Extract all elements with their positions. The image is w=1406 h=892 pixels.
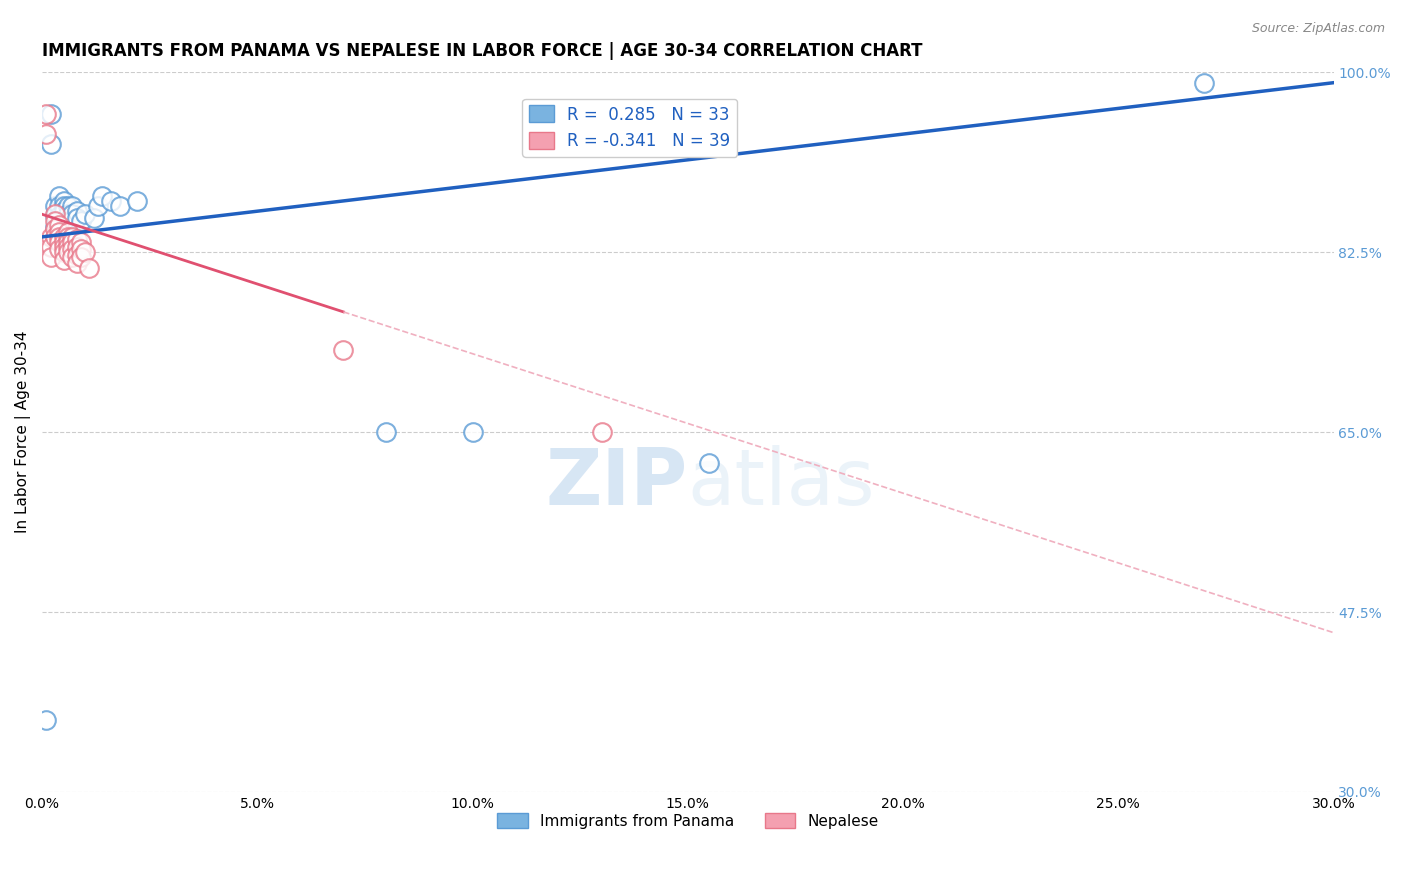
- Point: [48, 199, 70, 213]
- Point: [39, 106, 62, 120]
- Point: [65, 248, 87, 262]
- Point: [52, 235, 75, 249]
- Point: [44, 214, 66, 228]
- Point: [125, 194, 148, 208]
- Point: [52, 214, 75, 228]
- Point: [60, 251, 83, 265]
- Point: [83, 211, 105, 226]
- Point: [60, 230, 83, 244]
- Point: [44, 219, 66, 234]
- Point: [52, 252, 75, 267]
- Point: [48, 235, 70, 249]
- Point: [48, 188, 70, 202]
- Point: [70, 242, 93, 256]
- Point: [48, 225, 70, 239]
- Point: [39, 230, 62, 244]
- Text: ZIP: ZIP: [546, 444, 688, 521]
- Point: [56, 199, 79, 213]
- Point: [39, 137, 62, 152]
- Point: [52, 240, 75, 254]
- Point: [56, 245, 79, 260]
- Point: [65, 232, 87, 246]
- Point: [60, 235, 83, 249]
- Point: [35, 127, 58, 141]
- Point: [48, 242, 70, 256]
- Point: [56, 214, 79, 228]
- Point: [60, 199, 83, 213]
- Point: [56, 207, 79, 221]
- Point: [65, 240, 87, 254]
- Point: [65, 204, 87, 219]
- Text: Source: ZipAtlas.com: Source: ZipAtlas.com: [1251, 22, 1385, 36]
- Point: [60, 207, 83, 221]
- Point: [48, 218, 70, 232]
- Text: atlas: atlas: [688, 444, 876, 521]
- Point: [44, 207, 66, 221]
- Point: [44, 199, 66, 213]
- Point: [48, 230, 70, 244]
- Point: [65, 211, 87, 226]
- Point: [52, 194, 75, 208]
- Point: [60, 242, 83, 256]
- Point: [35, 106, 58, 120]
- Point: [75, 245, 97, 260]
- Point: [108, 199, 131, 213]
- Legend: Immigrants from Panama, Nepalese: Immigrants from Panama, Nepalese: [491, 806, 884, 835]
- Point: [52, 204, 75, 219]
- Point: [56, 240, 79, 254]
- Point: [70, 235, 93, 249]
- Point: [65, 255, 87, 269]
- Point: [52, 245, 75, 260]
- Point: [44, 230, 66, 244]
- Point: [75, 207, 97, 221]
- Point: [79, 260, 101, 275]
- Y-axis label: In Labor Force | Age 30-34: In Labor Force | Age 30-34: [15, 331, 31, 533]
- Point: [44, 221, 66, 235]
- Point: [461, 425, 484, 440]
- Point: [332, 343, 354, 357]
- Point: [56, 230, 79, 244]
- Point: [91, 188, 114, 202]
- Point: [1194, 76, 1216, 90]
- Point: [48, 210, 70, 224]
- Point: [48, 214, 70, 228]
- Point: [375, 425, 398, 440]
- Point: [52, 230, 75, 244]
- Text: IMMIGRANTS FROM PANAMA VS NEPALESE IN LABOR FORCE | AGE 30-34 CORRELATION CHART: IMMIGRANTS FROM PANAMA VS NEPALESE IN LA…: [42, 42, 922, 60]
- Point: [70, 214, 93, 228]
- Point: [44, 210, 66, 224]
- Point: [70, 251, 93, 265]
- Point: [39, 251, 62, 265]
- Point: [591, 425, 613, 440]
- Point: [35, 713, 58, 727]
- Point: [56, 235, 79, 249]
- Point: [87, 199, 110, 213]
- Point: [56, 225, 79, 239]
- Point: [39, 240, 62, 254]
- Point: [699, 456, 721, 470]
- Point: [100, 194, 122, 208]
- Point: [52, 199, 75, 213]
